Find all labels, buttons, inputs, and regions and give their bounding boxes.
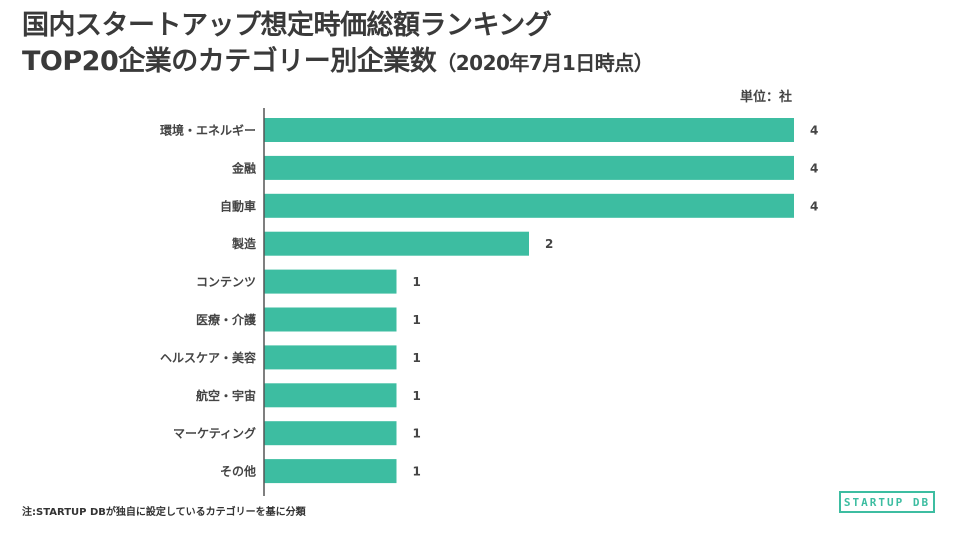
category-label-3: 製造 xyxy=(231,236,257,251)
bar-4 xyxy=(264,269,397,294)
bar-5 xyxy=(264,307,397,332)
bar-2 xyxy=(264,193,794,218)
category-label-8: マーケティング xyxy=(173,426,256,441)
title-line-1: 国内スタートアップ想定時価総額ランキング xyxy=(22,10,552,41)
value-label-3: 2 xyxy=(545,237,553,251)
title-line-2: TOP20企業のカテゴリー別企業数 xyxy=(22,46,437,77)
bar-6 xyxy=(264,345,397,370)
title-date: （2020年7月1日時点） xyxy=(436,51,654,75)
bar-3 xyxy=(264,231,529,256)
category-label-2: 自動車 xyxy=(220,198,256,213)
category-label-7: 航空・宇宙 xyxy=(196,388,256,403)
value-label-9: 1 xyxy=(413,465,421,479)
category-label-1: 金融 xyxy=(231,160,256,175)
category-label-6: ヘルスケア・美容 xyxy=(160,350,256,365)
bar-7 xyxy=(264,383,397,408)
value-label-0: 4 xyxy=(810,124,818,138)
chart-title: 国内スタートアップ想定時価総額ランキング TOP20企業のカテゴリー別企業数（2… xyxy=(22,8,654,81)
bar-9 xyxy=(264,459,397,484)
footnote: 注:STARTUP DBが独自に設定しているカテゴリーを基に分類 xyxy=(22,507,306,518)
value-label-5: 1 xyxy=(413,313,421,327)
value-label-2: 4 xyxy=(810,199,818,213)
bar-1 xyxy=(264,155,794,180)
category-label-0: 環境・エネルギー xyxy=(160,123,256,138)
category-label-4: コンテンツ xyxy=(196,275,256,289)
category-label-9: その他 xyxy=(220,464,256,479)
value-label-7: 1 xyxy=(413,389,421,403)
category-label-5: 医療・介護 xyxy=(196,312,257,327)
value-label-1: 4 xyxy=(810,161,818,175)
bar-0 xyxy=(264,118,794,142)
unit-label: 単位：社 xyxy=(740,90,793,105)
value-label-8: 1 xyxy=(413,427,421,441)
bar-8 xyxy=(264,421,397,446)
value-label-6: 1 xyxy=(413,351,421,365)
startup-db-logo: STARTUP DB xyxy=(839,491,935,513)
value-label-4: 1 xyxy=(413,275,421,289)
